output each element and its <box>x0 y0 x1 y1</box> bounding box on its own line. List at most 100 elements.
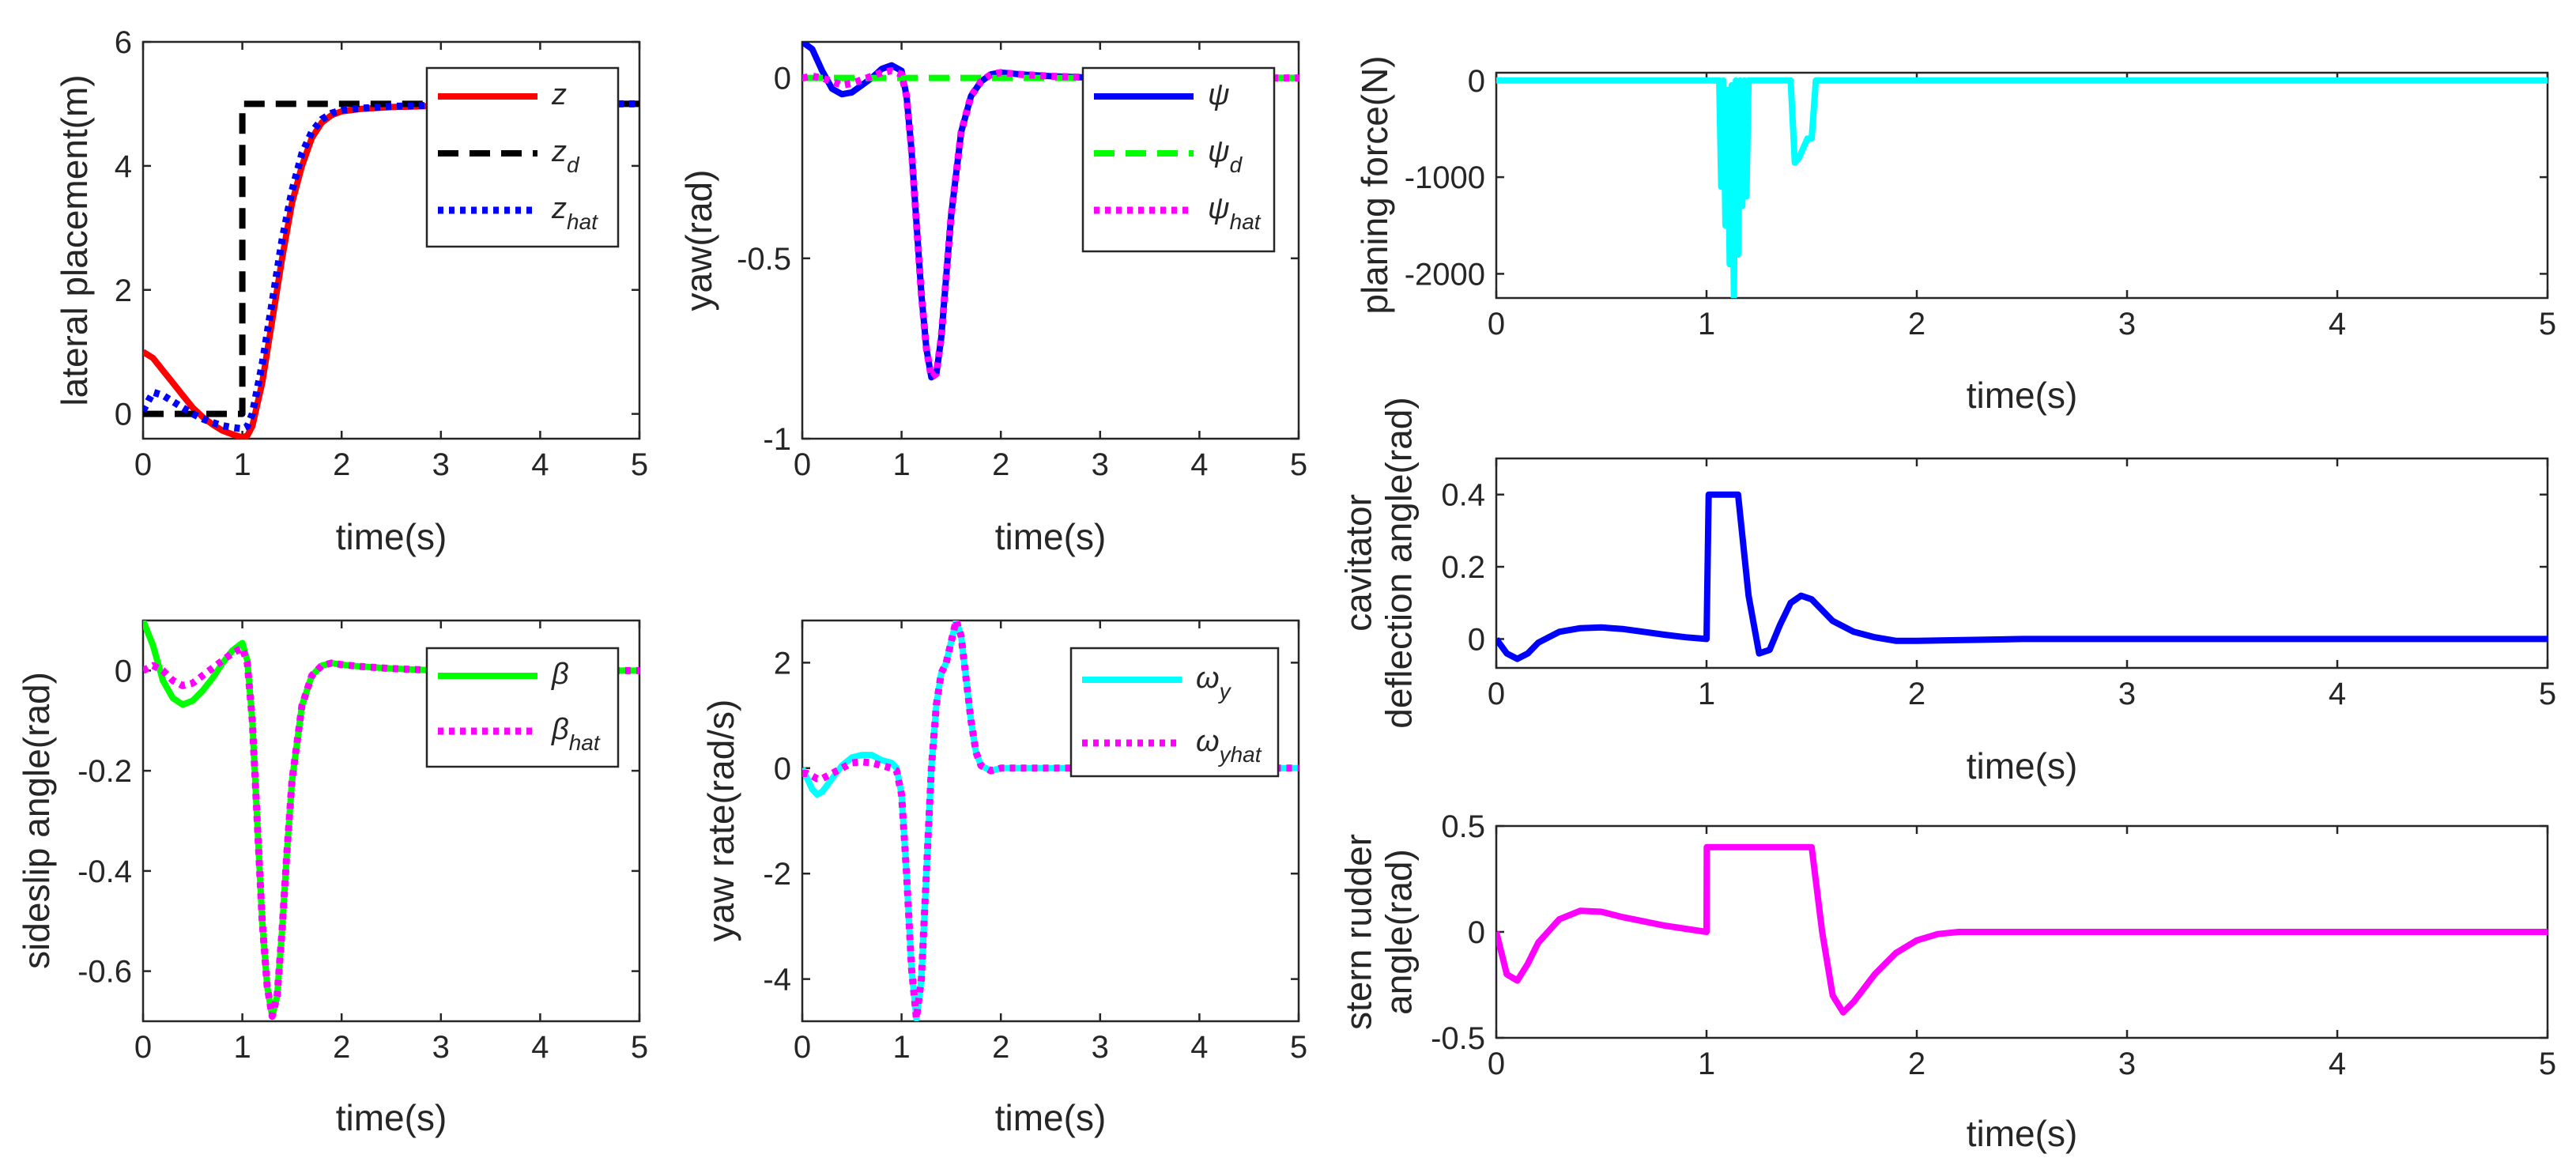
axes-frame <box>1495 71 2549 300</box>
y-tick-label: 2 <box>115 273 132 308</box>
x-tick-label: 1 <box>892 1030 910 1065</box>
y-tick-label: 0 <box>115 654 132 688</box>
x-tick-label: 4 <box>2329 677 2346 711</box>
y-tick-label: 0.2 <box>1441 550 1485 585</box>
y-axis-label: cavitatordeflection angle(rad) <box>1338 397 1420 728</box>
y-tick-label: 0 <box>115 398 132 432</box>
x-axis-label: time(s) <box>1967 1113 2078 1154</box>
chart-sideslip-angle: 0 1 2 3 4 5 -0.6 -0.4 -0.2 0 time(s) sideslip ang… <box>16 619 648 1138</box>
axes-frame <box>1495 457 2549 669</box>
y-tick-label: -1000 <box>1405 160 1485 195</box>
series-line-_yhat <box>802 620 1299 1021</box>
y-tick-label: 2 <box>774 646 791 681</box>
x-axis-label: time(s) <box>995 1097 1107 1138</box>
legend-label: ωy <box>1196 662 1232 703</box>
x-tick-label: 5 <box>2539 1047 2556 1081</box>
legend-label: zhat <box>551 192 598 234</box>
x-tick-label: 3 <box>2118 677 2136 711</box>
x-tick-label: 1 <box>1698 677 1715 711</box>
chart-yaw: 0 1 2 3 4 5 -1 -0.5 0 time(s) yaw(rad) ψ ψd ψhat <box>678 40 1307 557</box>
legend: z zd zhat <box>425 66 620 248</box>
y-tick-label: 0.4 <box>1441 478 1485 513</box>
series-line-series0 <box>1496 77 2548 298</box>
y-tick-label: -1 <box>763 422 791 457</box>
y-tick-label: -0.5 <box>737 242 791 277</box>
x-tick-label: 4 <box>1190 1030 1208 1065</box>
y-tick-label: -0.4 <box>77 854 132 889</box>
x-tick-label: 2 <box>1908 677 1925 711</box>
x-tick-label: 0 <box>134 447 152 482</box>
x-tick-label: 2 <box>333 1030 350 1065</box>
x-tick-label: 3 <box>1092 1030 1109 1065</box>
y-axis-label: lateral placement(m) <box>54 74 95 405</box>
x-tick-label: 5 <box>2539 677 2556 711</box>
legend-label: ωyhat <box>1196 725 1262 767</box>
y-axis-label: yaw rate(rad/s) <box>700 700 741 942</box>
x-tick-label: 3 <box>1092 447 1109 482</box>
y-axis-label: stern rudderangle(rad) <box>1338 834 1420 1030</box>
series-line-series0 <box>1496 843 2548 1016</box>
y-tick-label: 0.5 <box>1441 809 1485 844</box>
x-tick-label: 3 <box>432 447 450 482</box>
x-tick-label: 1 <box>233 1030 251 1065</box>
y-tick-label: 0 <box>774 62 791 96</box>
axes-frame <box>141 40 641 440</box>
y-tick-label: 6 <box>115 25 132 60</box>
x-tick-label: 4 <box>1190 447 1208 482</box>
y-tick-label: -0.5 <box>1431 1021 1485 1056</box>
y-axis-label: yaw(rad) <box>678 170 719 311</box>
x-tick-label: 0 <box>1488 307 1505 341</box>
y-tick-label: 4 <box>115 149 132 184</box>
y-tick-label: -2000 <box>1405 257 1485 292</box>
x-tick-label: 4 <box>2329 1047 2346 1081</box>
legend-label: β <box>551 658 569 691</box>
legend-label: ψhat <box>1208 192 1262 234</box>
y-tick-label: -2 <box>763 857 791 892</box>
x-tick-label: 3 <box>2118 307 2136 341</box>
x-axis-label: time(s) <box>336 1097 447 1138</box>
y-tick-label: -0.2 <box>77 754 132 789</box>
legend-label: ψ <box>1208 78 1230 111</box>
x-tick-label: 2 <box>1908 1047 1925 1081</box>
x-axis-label: time(s) <box>336 516 447 557</box>
chart-planing-force: 0 1 2 3 4 5 -2000 -1000 0 time(s) planing force(… <box>1354 55 2556 416</box>
x-tick-label: 2 <box>1908 307 1925 341</box>
y-tick-label: 0 <box>1468 64 1485 99</box>
x-tick-label: 0 <box>134 1030 152 1065</box>
axes-frame <box>801 619 1300 1023</box>
x-tick-label: 0 <box>794 447 811 482</box>
x-tick-label: 1 <box>1698 307 1715 341</box>
series-line-z_hat <box>143 100 639 432</box>
axes-frame <box>141 619 641 1023</box>
x-tick-label: 5 <box>2539 307 2556 341</box>
legend-label: zd <box>551 135 580 177</box>
x-axis-label: time(s) <box>995 516 1107 557</box>
x-tick-label: 2 <box>992 1030 1009 1065</box>
x-axis-label: time(s) <box>1967 745 2078 786</box>
legend-label: z <box>551 78 567 111</box>
legend: β βhat <box>425 647 620 768</box>
x-tick-label: 4 <box>531 1030 549 1065</box>
x-axis-label: time(s) <box>1967 375 2078 416</box>
chart-cavitator-deflection: 0 1 2 3 4 5 0 0.2 0.4 time(s) cavitatordeflectio… <box>1338 397 2556 786</box>
y-axis-label: planing force(N) <box>1354 55 1395 314</box>
legend: ψ ψd ψhat <box>1081 66 1276 253</box>
series-line-_hat <box>143 644 639 1020</box>
y-tick-label: 0 <box>1468 915 1485 950</box>
x-tick-label: 4 <box>2329 307 2346 341</box>
y-axis-label: sideslip angle(rad) <box>16 672 57 969</box>
y-tick-label: 0 <box>1468 622 1485 657</box>
x-tick-label: 3 <box>432 1030 450 1065</box>
y-tick-label: -4 <box>763 963 791 998</box>
legend-label: βhat <box>551 713 601 755</box>
series-line-_hat <box>802 67 1299 381</box>
series-line-series0 <box>1496 491 2548 662</box>
x-tick-label: 3 <box>2118 1047 2136 1081</box>
x-tick-label: 0 <box>1488 1047 1505 1081</box>
x-tick-label: 5 <box>631 447 648 482</box>
axes-frame <box>801 40 1300 440</box>
legend: ωy ωyhat <box>1069 647 1280 778</box>
y-tick-label: 0 <box>774 752 791 786</box>
